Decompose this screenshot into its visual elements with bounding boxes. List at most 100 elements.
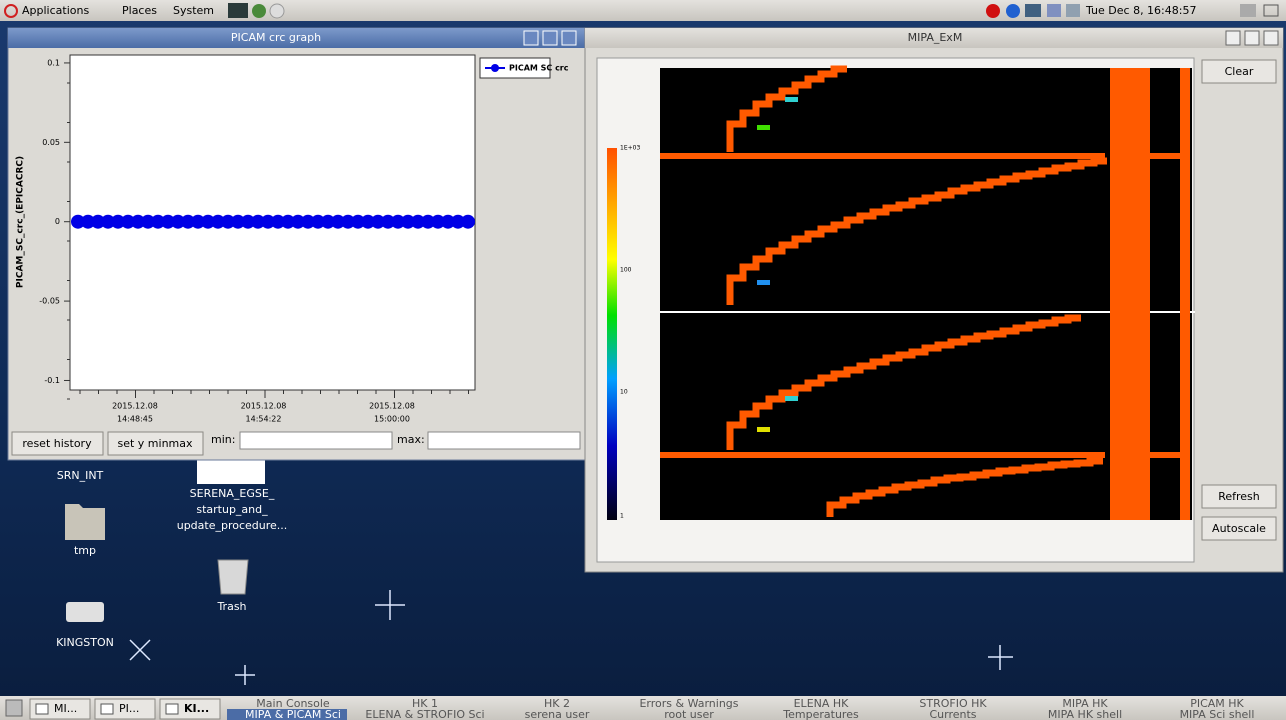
close-button[interactable]: [1263, 30, 1279, 46]
button[interactable]: [1201, 59, 1277, 84]
icon-label[interactable]: Trash: [216, 600, 246, 613]
series-marker: [241, 214, 255, 229]
icon-label[interactable]: update_procedure...: [177, 519, 288, 532]
exm-window: MIPA_ExM 1E+03 100 10 1 Clear Refresh Au…: [584, 27, 1284, 573]
task-label[interactable]: PI...: [119, 702, 139, 715]
document-icon[interactable]: [197, 460, 265, 484]
menu[interactable]: System: [173, 4, 214, 17]
colorbar-label: 10: [620, 389, 628, 396]
tray-icon[interactable]: [1047, 4, 1061, 17]
tray-icon[interactable]: [986, 4, 1000, 18]
title-bar[interactable]: [8, 28, 585, 48]
legend: [479, 57, 551, 79]
taskbar-icon[interactable]: [5, 699, 23, 717]
button[interactable]: [107, 431, 204, 456]
drive-icon[interactable]: [66, 602, 104, 622]
icon-label[interactable]: tmp: [74, 544, 96, 557]
series-marker: [251, 214, 265, 229]
heatmap-band: [1110, 68, 1150, 520]
button-label[interactable]: Autoscale: [1212, 522, 1266, 535]
workspace-sub[interactable]: ELENA & STROFIO Sci: [365, 708, 484, 720]
workspace-name[interactable]: STROFIO HK: [919, 697, 987, 710]
launcher-icon[interactable]: [269, 3, 285, 19]
workspace-sub[interactable]: MIPA Sci shell: [1180, 708, 1255, 720]
series-marker: [131, 214, 145, 229]
clock[interactable]: Tue Dec 8, 16:48:57: [1085, 4, 1196, 17]
x-tick-label: 2015.12.08: [241, 402, 287, 411]
menu[interactable]: Places: [122, 4, 157, 17]
trash-icon[interactable]: [217, 559, 249, 595]
tray-icon[interactable]: [1066, 4, 1080, 17]
series-marker: [391, 214, 405, 229]
icon-label[interactable]: SERENA_EGSE_: [190, 487, 275, 500]
series-marker: [201, 214, 215, 229]
workspace-name[interactable]: Main Console: [256, 697, 330, 710]
button[interactable]: [1201, 516, 1277, 541]
colorbar-label: 100: [620, 267, 632, 274]
heatmap-cell: [757, 427, 770, 432]
tray-icon[interactable]: [1025, 4, 1041, 17]
workspace-sub[interactable]: Currents: [929, 708, 976, 720]
field-label: max:: [397, 433, 425, 446]
field-label: min:: [211, 433, 235, 446]
launcher-icon[interactable]: [252, 4, 266, 18]
task-label[interactable]: MI...: [54, 702, 77, 715]
workspace-name[interactable]: Errors & Warnings: [639, 697, 738, 710]
series-marker: [431, 214, 445, 229]
workspace-sub[interactable]: MIPA & PICAM Sci: [245, 708, 341, 720]
button-label[interactable]: Clear: [1225, 65, 1254, 78]
heatmap-band: [1180, 68, 1190, 520]
series-marker: [331, 214, 345, 229]
active-workspace: [227, 709, 347, 720]
colorbar: [607, 148, 617, 520]
workspace-sub[interactable]: Temperatures: [782, 708, 859, 720]
button[interactable]: [11, 431, 104, 456]
icon-label[interactable]: SRN_INT: [57, 469, 104, 482]
folder-icon[interactable]: [65, 504, 105, 540]
series-marker: [451, 214, 465, 229]
launcher-icon[interactable]: [228, 3, 248, 18]
series-marker: [341, 214, 355, 229]
series-marker: [181, 214, 195, 229]
workspace-name[interactable]: HK 1: [412, 697, 438, 710]
maximize-button[interactable]: [542, 30, 558, 46]
icon-label[interactable]: KINGSTON: [56, 636, 114, 649]
workspace-sub[interactable]: root user: [664, 708, 714, 720]
show-desktop[interactable]: [1263, 4, 1279, 17]
maximize-button[interactable]: [1244, 30, 1260, 46]
task-label[interactable]: KI...: [184, 702, 209, 715]
workspace-sub[interactable]: MIPA HK shell: [1048, 708, 1122, 720]
series-marker: [91, 214, 105, 229]
window-title: PICAM crc graph: [231, 31, 321, 44]
close-button[interactable]: [561, 30, 577, 46]
title-bar[interactable]: [585, 28, 1283, 48]
max-input[interactable]: [427, 431, 581, 450]
button-label[interactable]: Refresh: [1218, 490, 1260, 503]
volume-icon[interactable]: [1240, 4, 1256, 17]
heatmap-trace: [726, 157, 1107, 305]
series-marker: [421, 214, 435, 229]
workspace-sub[interactable]: serena user: [525, 708, 590, 720]
menu[interactable]: Applications: [22, 4, 89, 17]
minimize-button[interactable]: [523, 30, 539, 46]
heatmap-trace: [826, 457, 1103, 517]
y-axis-label: PICAM_SC_crc_(EPICACRC): [16, 156, 26, 288]
button-label[interactable]: reset history: [22, 437, 92, 450]
series-marker: [371, 214, 385, 229]
workspace-name[interactable]: HK 2: [544, 697, 570, 710]
tray-icon[interactable]: [1006, 4, 1020, 18]
button[interactable]: [1201, 484, 1277, 509]
heatmap-cell: [757, 280, 770, 285]
workspace-name[interactable]: ELENA HK: [794, 697, 850, 710]
icon-label[interactable]: startup_and_: [196, 503, 268, 516]
series-marker: [381, 214, 395, 229]
y-tick-label: 0.1: [47, 58, 60, 67]
series-marker: [291, 214, 305, 229]
minimize-button[interactable]: [1225, 30, 1241, 46]
heatmap-cell: [785, 396, 798, 401]
workspace-name[interactable]: PICAM HK: [1190, 697, 1244, 710]
workspace-name[interactable]: MIPA HK: [1062, 697, 1108, 710]
button-label[interactable]: set y minmax: [117, 437, 193, 450]
min-input[interactable]: [239, 431, 393, 450]
